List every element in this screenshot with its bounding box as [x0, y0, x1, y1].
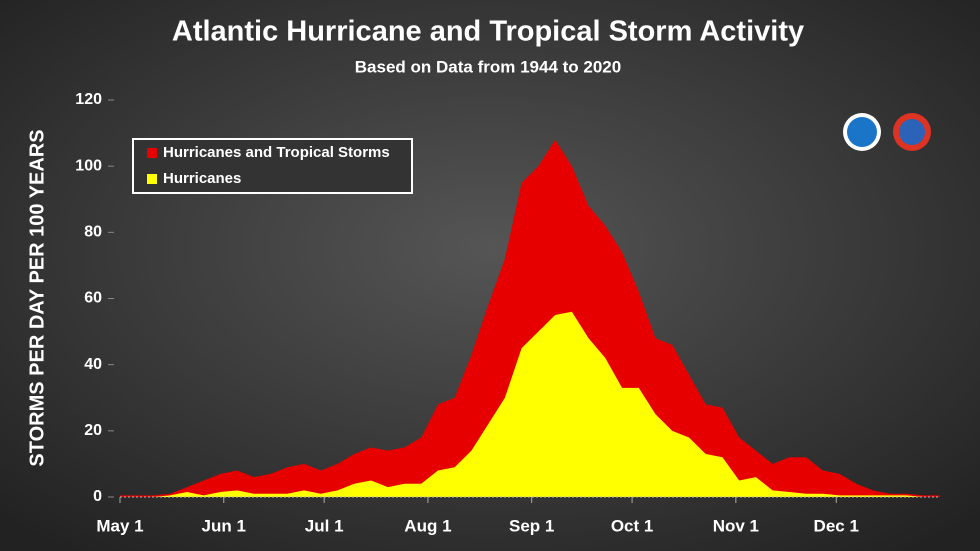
x-tick-label: Jun 1 — [202, 516, 246, 535]
y-axis-label: STORMS PER DAY PER 100 YEARS — [26, 129, 48, 466]
chart-title: Atlantic Hurricane and Tropical Storm Ac… — [172, 16, 804, 48]
y-tick-label: 20 — [84, 422, 102, 439]
nws-logo-inner — [899, 119, 925, 145]
legend-label: Hurricanes — [163, 170, 241, 187]
legend-box — [132, 138, 413, 194]
legend-label: Hurricanes and Tropical Storms — [163, 144, 390, 161]
y-tick-label: 80 — [84, 224, 102, 241]
y-tick-label: 60 — [84, 290, 102, 307]
x-tick-label: Dec 1 — [814, 516, 859, 535]
x-tick-label: Aug 1 — [404, 516, 451, 535]
x-tick-label: Oct 1 — [611, 516, 654, 535]
logos — [843, 113, 931, 151]
legend: Hurricanes and Tropical Storms Hurricanes — [132, 138, 413, 194]
legend-swatch — [147, 174, 157, 184]
y-tick-label: 0 — [93, 488, 102, 505]
area — [120, 311, 940, 497]
y-tick-label: 100 — [75, 157, 102, 174]
chart-subtitle: Based on Data from 1944 to 2020 — [355, 57, 621, 76]
y-tick-label: 40 — [84, 356, 102, 373]
area — [120, 139, 940, 497]
noaa-logo-inner — [847, 117, 877, 147]
plot-area: 0 20 40 60 80 100 120 May 1 Jun 1 Jul 1 Aug 1 Sep 1… — [75, 91, 940, 535]
x-tick-label: Jul 1 — [305, 516, 344, 535]
legend-swatch — [147, 148, 157, 158]
y-tick-label: 120 — [75, 91, 102, 108]
x-tick-label: Nov 1 — [713, 516, 759, 535]
x-tick-label: May 1 — [96, 516, 143, 535]
x-tick-label: Sep 1 — [509, 516, 554, 535]
